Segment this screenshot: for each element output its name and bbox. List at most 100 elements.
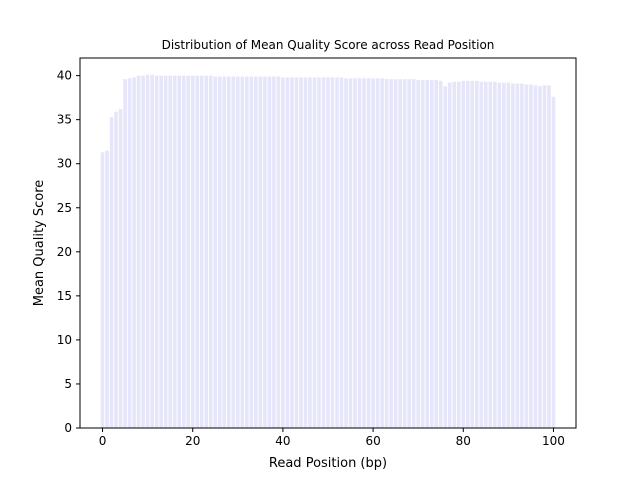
bar-pos-59 [366,78,371,428]
bar-pos-9 [141,75,145,428]
bar-pos-77 [447,82,452,429]
x-tick-label: 40 [275,434,290,448]
bar-pos-53 [339,77,344,428]
bar-pos-44 [299,77,303,428]
bar-pos-41 [285,77,290,428]
bar-pos-75 [438,80,443,429]
bar-pos-50 [326,77,330,428]
bar-pos-43 [294,77,299,428]
bar-pos-97 [538,86,542,428]
bar-pos-4 [118,109,123,428]
bar-pos-92 [515,83,520,429]
bar-pos-34 [254,76,258,428]
bar-pos-71 [420,80,425,429]
bar-pos-76 [443,86,448,428]
bar-pos-42 [290,77,294,428]
bar-pos-1 [105,150,109,428]
bar-pos-0 [100,152,105,428]
bar-pos-72 [425,80,430,429]
bar-pos-63 [384,79,389,429]
y-tick-label: 10 [57,333,72,347]
bar-pos-60 [371,78,375,428]
y-tick-label: 30 [57,157,72,171]
bar-pos-24 [208,75,213,428]
bar-pos-6 [127,78,132,428]
bar-pos-62 [380,78,384,428]
bar-pos-52 [335,77,339,428]
bar-pos-17 [177,75,182,428]
bars-group [100,74,556,429]
bar-pos-74 [434,80,439,429]
x-tick-label: 0 [99,434,107,448]
bar-pos-55 [348,78,353,428]
bar-pos-96 [533,85,538,429]
bar-pos-84 [479,81,484,429]
bar-pos-67 [402,79,407,429]
bar-pos-16 [172,75,177,428]
bar-pos-30 [236,76,240,428]
bar-pos-51 [330,77,335,428]
bar-pos-45 [303,77,308,428]
bar-pos-98 [542,85,547,429]
y-tick-label: 20 [57,245,72,259]
bar-pos-32 [245,76,249,428]
bar-pos-61 [375,78,380,428]
bar-pos-78 [452,81,457,429]
bar-pos-68 [407,79,411,429]
y-tick-label: 40 [57,69,72,83]
bar-pos-12 [154,75,159,428]
x-axis-ticks: 0 20 40 60 80 100 [99,428,565,448]
bar-pos-21 [195,75,200,428]
bar-pos-99 [547,85,551,429]
bar-pos-13 [159,75,163,428]
bar-pos-65 [393,79,398,429]
bar-pos-3 [114,111,118,428]
bar-pos-25 [213,76,218,428]
bar-pos-14 [163,75,168,428]
bar-pos-57 [357,78,362,428]
bar-pos-18 [181,75,186,428]
y-tick-label: 25 [57,201,72,215]
bar-pos-28 [226,76,231,428]
y-tick-label: 5 [64,377,72,391]
bar-pos-64 [389,79,393,429]
bar-pos-86 [488,81,493,429]
bar-pos-69 [411,79,416,429]
bar-pos-37 [267,76,272,428]
bar-pos-48 [317,77,321,428]
bar-pos-70 [416,80,420,429]
bar-pos-93 [520,83,524,429]
y-tick-label: 35 [57,113,72,127]
bar-pos-79 [456,81,461,429]
bar-pos-73 [429,80,434,429]
bar-pos-91 [511,83,515,429]
bar-pos-66 [398,79,402,429]
bar-pos-39 [276,76,281,428]
bar-pos-46 [308,77,312,428]
bar-pos-26 [217,76,222,428]
bar-pos-83 [474,80,479,429]
chart-title: Distribution of Mean Quality Score acros… [162,38,495,52]
bar-pos-38 [272,76,276,428]
bar-pos-31 [240,76,245,428]
bar-pos-27 [222,76,227,428]
bar-pos-56 [353,78,357,428]
bar-pos-80 [461,80,466,429]
bar-pos-88 [497,82,502,429]
bar-pos-20 [190,75,195,428]
bar-pos-87 [493,81,497,429]
bar-pos-85 [484,81,488,429]
bar-pos-2 [109,117,114,429]
bar-pos-35 [258,76,263,428]
bar-pos-49 [321,77,326,428]
bar-pos-36 [263,76,267,428]
bar-pos-33 [249,76,254,428]
bar-pos-89 [502,82,506,429]
bar-pos-5 [123,79,127,429]
y-axis-label: Mean Quality Score [32,180,47,307]
bar-pos-58 [362,78,366,428]
bar-pos-81 [465,80,470,429]
bar-pos-11 [150,74,154,428]
x-tick-label: 100 [542,434,565,448]
